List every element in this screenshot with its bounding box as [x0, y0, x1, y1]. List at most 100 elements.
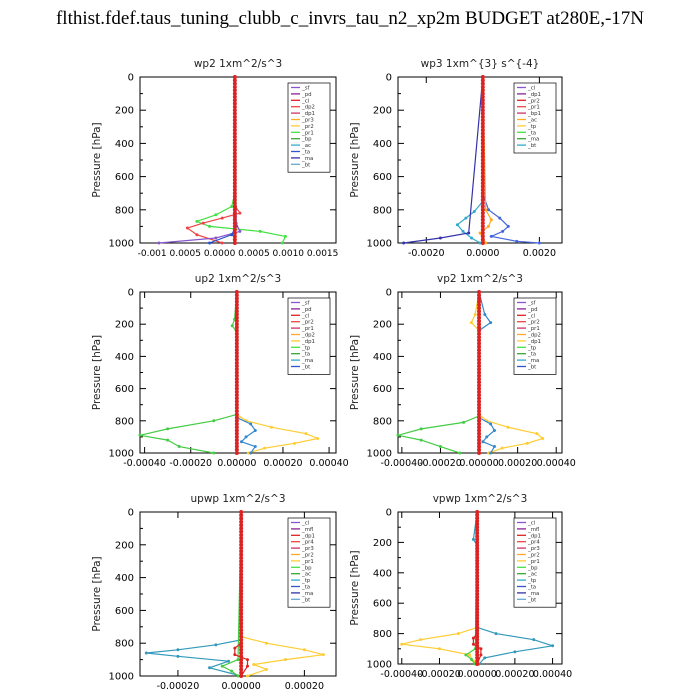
- data-point: [232, 164, 237, 169]
- data-point: [234, 428, 239, 433]
- data-point: [321, 653, 325, 657]
- data-point: [232, 187, 237, 192]
- data-point: [475, 543, 480, 548]
- data-point: [239, 657, 244, 662]
- data-point: [477, 438, 482, 443]
- data-point: [475, 634, 480, 639]
- data-point: [176, 648, 180, 652]
- data-point: [239, 618, 244, 623]
- data-point: [232, 201, 237, 206]
- data-point: [477, 418, 482, 423]
- data-point: [212, 451, 216, 455]
- data-point: [230, 233, 234, 237]
- data-point: [470, 236, 474, 240]
- data-point: [480, 201, 485, 206]
- data-point: [239, 654, 244, 659]
- data-point: [480, 144, 485, 149]
- data-point: [541, 437, 545, 441]
- x-tick-label: 0.00020: [263, 458, 302, 469]
- data-point: [475, 637, 480, 642]
- data-point: [232, 141, 237, 146]
- data-point: [234, 354, 239, 359]
- data-point: [234, 364, 239, 369]
- data-point: [239, 513, 244, 518]
- data-point: [239, 536, 244, 541]
- data-point: [480, 224, 485, 229]
- data-point: [480, 184, 485, 189]
- data-point: [475, 622, 480, 627]
- data-point: [185, 226, 189, 230]
- data-point: [480, 187, 485, 192]
- x-tick-label: 0.00020: [285, 681, 324, 692]
- page-title: flthist.fdef.taus_tuning_clubb_c_invrs_t…: [55, 8, 645, 29]
- legend-entry: _ta: [301, 150, 310, 156]
- data-point: [535, 432, 539, 436]
- data-point: [232, 221, 237, 226]
- data-point: [212, 419, 216, 423]
- data-point: [480, 207, 485, 212]
- data-point: [232, 207, 237, 212]
- data-point: [239, 644, 244, 649]
- data-point: [239, 562, 244, 567]
- data-point: [234, 302, 239, 307]
- data-point: [239, 647, 244, 652]
- data-point: [239, 592, 244, 596]
- data-point: [480, 78, 485, 83]
- y-tick-label: 1000: [109, 449, 134, 460]
- data-point: [239, 578, 244, 583]
- data-point: [475, 546, 480, 551]
- data-point: [475, 561, 480, 566]
- data-point: [239, 631, 244, 636]
- data-point: [232, 134, 237, 139]
- data-point: [232, 184, 237, 189]
- legend-entry: _pr3: [301, 118, 314, 124]
- data-point: [195, 233, 199, 237]
- data-point: [475, 595, 480, 600]
- data-point: [477, 312, 482, 317]
- y-tick-label: 800: [373, 629, 392, 640]
- legend-entry: _sf: [527, 301, 536, 307]
- data-point: [480, 204, 485, 209]
- data-point: [234, 380, 239, 385]
- data-point: [264, 667, 268, 671]
- series-line: [158, 76, 241, 244]
- data-point: [234, 296, 239, 301]
- data-point: [234, 444, 239, 449]
- data-point: [480, 158, 485, 162]
- data-point: [477, 302, 482, 307]
- data-point: [477, 451, 482, 455]
- data-point: [232, 167, 237, 172]
- series-line: [401, 512, 478, 665]
- chart-title: up2 1xm^2/s^3: [195, 273, 281, 285]
- data-point: [234, 299, 239, 304]
- legend-entry: _pr2: [301, 320, 314, 326]
- data-point: [239, 575, 244, 580]
- data-point: [302, 648, 306, 652]
- chart-title: vpwp 1xm^2/s^3: [433, 493, 528, 505]
- data-point: [475, 589, 480, 594]
- data-point: [234, 412, 239, 417]
- data-point: [234, 370, 239, 375]
- data-point: [532, 638, 536, 642]
- data-point: [232, 94, 237, 99]
- data-point: [232, 194, 237, 199]
- data-point: [480, 128, 485, 133]
- data-point: [477, 347, 482, 352]
- data-point: [227, 659, 231, 663]
- data-point: [234, 386, 239, 391]
- data-point: [483, 313, 487, 317]
- data-point: [234, 415, 239, 420]
- data-point: [475, 658, 480, 663]
- data-point: [239, 611, 244, 616]
- legend-entry: _tp: [301, 578, 311, 584]
- legend-entry: _bt: [527, 365, 536, 371]
- data-point: [480, 98, 485, 103]
- data-point: [208, 241, 212, 245]
- data-point: [232, 111, 237, 116]
- data-point: [239, 651, 244, 656]
- legend-entry: _bt: [301, 597, 310, 603]
- legend-entry: _bp: [527, 565, 538, 571]
- data-point: [419, 438, 423, 442]
- data-point: [239, 660, 244, 665]
- legend-entry: _pr1: [301, 559, 314, 565]
